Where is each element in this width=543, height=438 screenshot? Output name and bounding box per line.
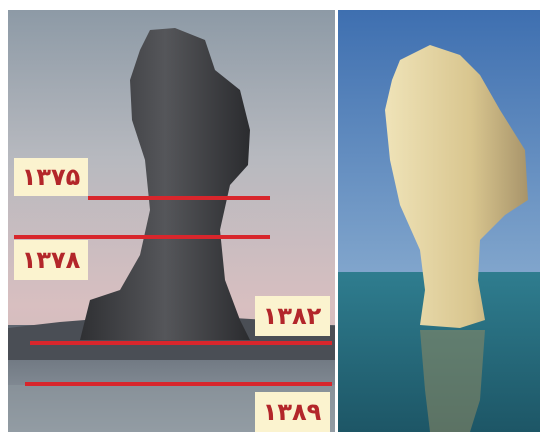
year-label: ۱۳۸۲ [263, 302, 322, 330]
page: ۱۳۷۵ ۱۳۷۸ ۱۳۸۲ ۱۳۸۹ (() => { const data … [0, 0, 543, 438]
photo-collage: ۱۳۷۵ ۱۳۷۸ ۱۳۸۲ ۱۳۸۹ [0, 0, 543, 438]
year-label: ۱۳۷۸ [22, 246, 81, 274]
year-label: ۱۳۷۵ [22, 163, 81, 191]
left-photo [8, 10, 335, 432]
year-label: ۱۳۸۹ [263, 398, 322, 426]
right-photo [338, 10, 540, 432]
